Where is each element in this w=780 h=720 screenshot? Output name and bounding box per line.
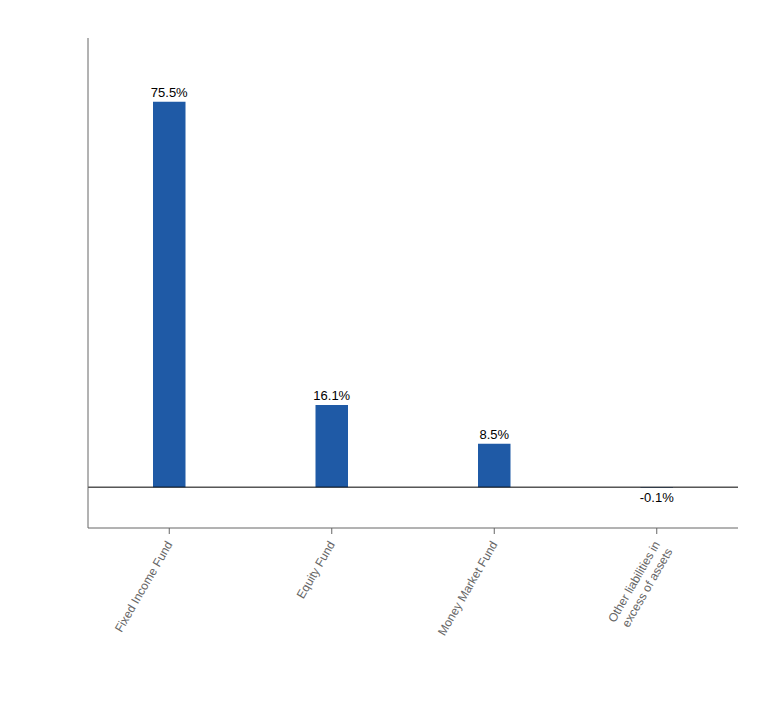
svg-text:Equity Fund: Equity Fund xyxy=(294,539,338,601)
svg-text:Fixed Income Fund: Fixed Income Fund xyxy=(112,539,175,635)
svg-text:75.5%: 75.5% xyxy=(151,85,188,100)
svg-text:16.1%: 16.1% xyxy=(313,388,350,403)
svg-text:Money Market Fund: Money Market Fund xyxy=(435,539,500,638)
svg-text:8.5%: 8.5% xyxy=(479,427,509,442)
svg-text:-0.1%: -0.1% xyxy=(640,490,674,505)
svg-text:Other liabilities inexcess of: Other liabilities inexcess of assets xyxy=(605,539,675,632)
